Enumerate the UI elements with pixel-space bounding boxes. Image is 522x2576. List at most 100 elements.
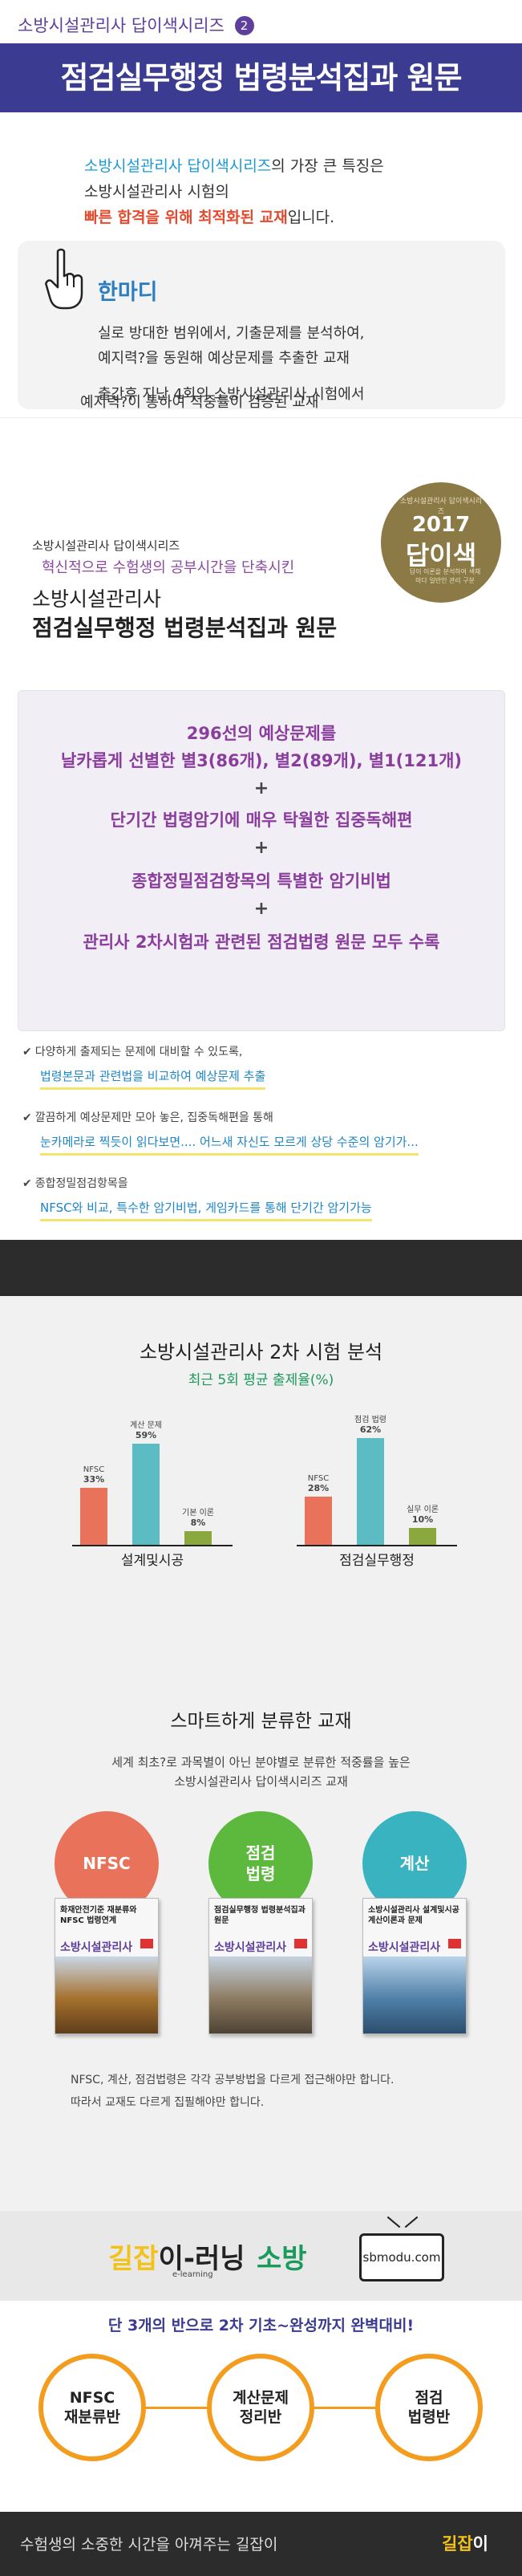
chart-bar-label: 기본 이론 8%: [170, 1509, 226, 1528]
check-item: ✔ 깔끔하게 예상문제만 모아 놓은, 집중독해편을 통해 눈카메라로 찍듯이 읽…: [22, 1109, 419, 1156]
chart-value-label: 10%: [411, 1514, 434, 1525]
plus-sign: +: [253, 778, 269, 798]
book-cover-series: 소방시설관리사: [368, 1941, 441, 1954]
plus-sign: +: [253, 838, 269, 858]
course-law[interactable]: 점검 법령반: [375, 2354, 483, 2461]
book-cover-photo: [363, 1956, 466, 2034]
check-lead: 깔끔하게 예상문제만 모아 놓은, 집중독해편을 통해: [34, 1111, 273, 1124]
chart-category: 계산 문제: [130, 1421, 162, 1430]
chart-design-construction: NFSC 33% 계산 문제 59% 기본 이론 8% 설계및시공: [48, 1408, 297, 1569]
tip-para-1: 실로 방대한 범위에서, 기출문제를 분석하여, 예지력?을 동원해 예상문제를…: [98, 321, 364, 371]
tip-para-2-line-1: 출간후 지난 4회의 소방시설관리사 시험에서: [98, 386, 365, 403]
exam-analysis-section: 소방시설관리사 2차 시험 분석 최근 5회 평균 출제율(%) NFSC 33%…: [0, 1296, 522, 1705]
tip-para-2: 출간후 지난 4회의 소방시설관리사 시험에서: [98, 382, 364, 407]
chart-bar-label: NFSC 33%: [66, 1465, 122, 1485]
check-icon: ✔: [22, 1046, 32, 1058]
intro-line-3: 빠른 합격을 위해 최적화된 교재입니다.: [84, 205, 334, 227]
pointing-hand-icon: [45, 248, 83, 310]
book-cover: 점검실무행정 법령분석집과 원문 소방시설관리사: [208, 1898, 313, 2034]
course-nfsc[interactable]: NFSC 재분류반: [38, 2354, 146, 2461]
book-intro-section: 소방시설관리사 답이색시리즈 혁신적으로 수험생의 공부시간을 단축시킨 소방시…: [0, 417, 522, 690]
chart-bar-label: 계산 문제 59%: [118, 1421, 174, 1440]
mini-logo-b: 이: [472, 2534, 488, 2554]
chart-bar-label: 점검 법령 62%: [342, 1416, 399, 1435]
intro-series-highlight: 소방시설관리사 답이색시리즈: [84, 157, 272, 175]
smart-title: 스마트하게 분류한 교재: [170, 1711, 352, 1732]
check-item: ✔ 종합정밀점검항목을 NFSC와 비교, 특수한 암기비법, 게임카드를 통해 …: [22, 1175, 372, 1221]
feature-highlight-section: 296선의 예상문제를 날카롭게 선별한 별3(86개), 별2(89개), 별…: [0, 690, 522, 1043]
chart-xlabel: 설계및시공: [120, 1553, 184, 1569]
book-cover-photo: [209, 1956, 312, 2034]
tip-para-1-line-1: 실로 방대한 범위에서, 기출문제를 분석하여,: [98, 325, 365, 342]
chart-value-label: 28%: [307, 1483, 330, 1493]
chart-bar: [184, 1531, 212, 1545]
gilzabi-logo: 길잡이-러닝: [108, 2237, 245, 2276]
book-name-line-1: 소방시설관리사: [32, 587, 162, 611]
chart-bar: [80, 1488, 107, 1545]
book-cover-title: 점검실무행정 법령분석집과 원문: [214, 1906, 306, 1925]
tip-title: 한마디: [98, 280, 158, 305]
sobang-logo: 소방: [257, 2243, 307, 2275]
check-highlight: NFSC와 비교, 특수한 암기비법, 게임카드를 통해 단기간 암기가능: [40, 1199, 372, 1221]
book-cover-title: 소방시설관리사 설계및시공 계산이론과 문제: [368, 1906, 459, 1925]
smart-note-line-1: NFSC, 계산, 점검법령은 각각 공부방법을 다르게 접근해야만 합니다.: [71, 2074, 395, 2086]
daphisaek-logo: 소방시설관리사 답이색시리즈 2017 답이색 답이 이론을 분석하여 색채마다…: [381, 482, 501, 603]
bottom-slogan: 수험생의 소중한 시간을 아껴주는 길잡이: [20, 2536, 278, 2554]
tip-para-1-line-2: 예지력?을 동원해 예상문제를 추출한 교재: [98, 350, 350, 367]
analysis-title: 소방시설관리사 2차 시험 분석: [139, 1341, 383, 1363]
feature-box: [18, 690, 505, 1031]
logo-part-b: 이-러닝: [158, 2243, 245, 2275]
book-slogan: 혁신적으로 수험생의 공부시간을 단축시킨: [42, 559, 295, 576]
chart-value-label: 62%: [359, 1424, 382, 1435]
book-cover-series: 소방시설관리사: [214, 1941, 287, 1954]
chart-value-label: 33%: [83, 1474, 105, 1485]
chart-category: 실무 이론: [407, 1505, 439, 1514]
tip-box: 한마디 실로 방대한 범위에서, 기출문제를 분석하여, 예지력?을 동원해 예…: [18, 241, 505, 409]
intro-line-1: 소방시설관리사 답이색시리즈의 가장 큰 특징은: [84, 154, 384, 176]
mini-logo: 길잡이: [437, 2518, 493, 2570]
tip-section: 한마디 실로 방대한 범위에서, 기출문제를 분석하여, 예지력?을 동원해 예…: [0, 241, 522, 417]
check-icon: ✔: [22, 1111, 32, 1124]
series-label: 소방시설관리사 답이색시리즈: [18, 16, 225, 35]
check-highlight: 눈카메라로 찍듯이 읽다보면.... 어느새 자신도 모르게 상당 수준의 암기…: [40, 1133, 419, 1156]
chart-bar: [132, 1444, 160, 1545]
chart-category: 점검 법령: [354, 1416, 386, 1424]
flag-icon: [140, 1939, 153, 1948]
logo-year: 2017: [411, 513, 471, 537]
chart-bar-label: NFSC 28%: [290, 1474, 346, 1493]
check-lead: 다양하게 출제되는 문제에 대비할 수 있도록,: [34, 1046, 243, 1058]
bottom-band: 수험생의 소중한 시간을 아껴주는 길잡이 길잡이: [0, 2512, 522, 2576]
feature-item: 관리사 2차시험과 관련된 점검법령 원문 모두 수록: [83, 932, 440, 952]
series-badge: 2: [234, 16, 254, 35]
tv-icon[interactable]: sbmodu.com: [359, 2233, 444, 2281]
smart-desc-line-1: 세계 최초?로 과목별이 아닌 분야별로 분류한 적중률을 높은: [111, 1755, 411, 1769]
chart-bar: [305, 1497, 332, 1545]
chart-bar-label: 실무 이론 10%: [395, 1505, 451, 1525]
feature-item: 296선의 예상문제를: [186, 724, 337, 743]
logo-part-a: 길잡: [108, 2243, 159, 2275]
smart-note-line-2: 따라서 교재도 다르게 집필해야만 합니다.: [71, 2096, 265, 2109]
chart-category: NFSC: [83, 1465, 105, 1474]
site-url[interactable]: sbmodu.com: [362, 2250, 441, 2265]
chart-value-label: 59%: [135, 1430, 157, 1440]
chart-axis: [72, 1545, 233, 1546]
course-calc[interactable]: 계산문제 정리반: [207, 2354, 314, 2461]
intro-line-1-rest: 의 가장 큰 특징은: [271, 157, 384, 175]
footer-section: 길잡이-러닝 e-learning 소방 sbmodu.com 단 3개의 반으…: [0, 2211, 522, 2512]
check-icon: ✔: [22, 1177, 32, 1190]
chart-axis: [297, 1545, 457, 1546]
chart-bar: [357, 1438, 384, 1545]
smart-books-section: 스마트하게 분류한 교재 세계 최초?로 과목별이 아닌 분야별로 분류한 적중…: [0, 1705, 522, 2211]
tip-para-2-line-2: 예지력?이 통하여 적중률이 검증된 교재: [80, 394, 319, 411]
chart-inspection-admin: NFSC 28% 점검 법령 62% 실무 이론 10% 점검실무행정: [273, 1408, 521, 1569]
flag-icon: [448, 1939, 461, 1948]
logo-brand: 답이색: [405, 540, 477, 571]
book-name-line-2: 점검실무행정 법령분석집과 원문: [32, 615, 338, 641]
intro-section: 소방시설관리사 답이색시리즈의 가장 큰 특징은 소방시설관리사 시험의 빠른 …: [0, 112, 522, 241]
logo-band: 길잡이-러닝 e-learning 소방 sbmodu.com: [0, 2211, 522, 2301]
feature-item: 날카롭게 선별한 별3(86개), 별2(89개), 별1(121개): [60, 751, 463, 770]
intro-red-highlight: 빠른 합격을 위해 최적화된 교재: [84, 209, 288, 226]
series-name: 소방시설관리사 답이색시리즈 2: [18, 13, 254, 37]
intro-line-3-rest: 입니다.: [287, 209, 335, 226]
chart-bar: [409, 1528, 436, 1545]
